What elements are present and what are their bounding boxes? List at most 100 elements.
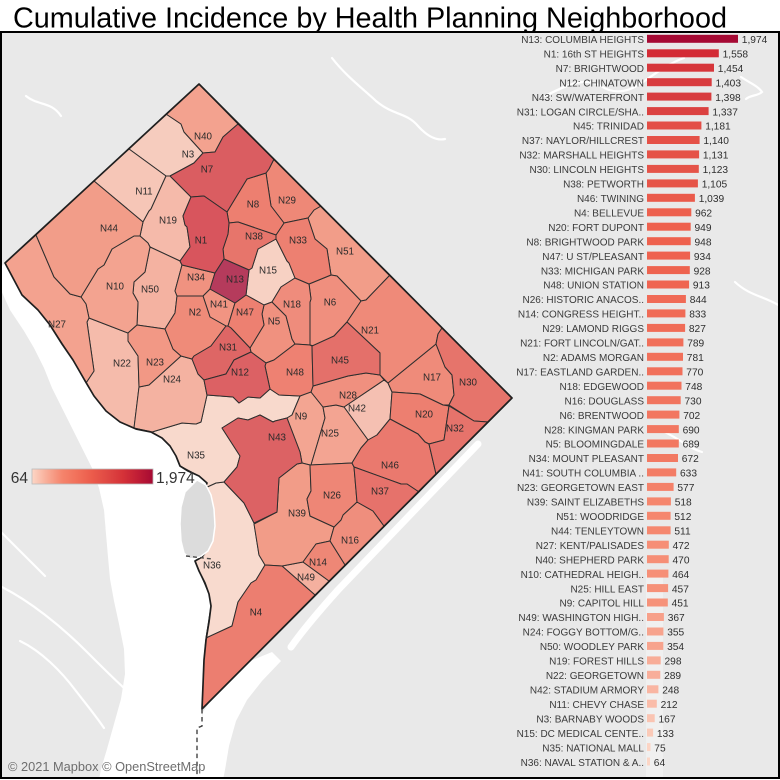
svg-text:949: 949 bbox=[695, 223, 712, 234]
svg-text:N36: NAVAL STATION & A..: N36: NAVAL STATION & A.. bbox=[521, 758, 644, 769]
svg-text:N17: EASTLAND GARDEN..: N17: EASTLAND GARDEN.. bbox=[516, 368, 644, 379]
svg-text:N42: N42 bbox=[348, 404, 366, 415]
svg-text:N27: KENT/PALISADES: N27: KENT/PALISADES bbox=[536, 541, 645, 552]
svg-text:N23: N23 bbox=[146, 358, 165, 369]
svg-text:827: 827 bbox=[689, 324, 706, 335]
svg-text:N25: HILL EAST: N25: HILL EAST bbox=[570, 584, 644, 595]
svg-text:N21: FORT LINCOLN/GAT..: N21: FORT LINCOLN/GAT.. bbox=[520, 339, 644, 350]
svg-text:N38: PETWORTH: N38: PETWORTH bbox=[563, 180, 644, 191]
svg-text:512: 512 bbox=[674, 512, 691, 523]
svg-text:133: 133 bbox=[657, 729, 674, 740]
svg-text:1,337: 1,337 bbox=[712, 107, 738, 118]
svg-text:1,974: 1,974 bbox=[742, 35, 768, 46]
svg-text:N39: SAINT ELIZABETHS: N39: SAINT ELIZABETHS bbox=[527, 498, 644, 509]
svg-text:1,403: 1,403 bbox=[716, 78, 742, 89]
svg-text:N26: N26 bbox=[323, 491, 342, 502]
svg-text:N45: N45 bbox=[331, 356, 350, 367]
svg-text:N44: N44 bbox=[100, 224, 119, 235]
svg-text:N28: KINGMAN PARK: N28: KINGMAN PARK bbox=[544, 425, 644, 436]
svg-text:N22: GEORGETOWN: N22: GEORGETOWN bbox=[546, 671, 644, 682]
svg-text:N32: MARSHALL HEIGHTS: N32: MARSHALL HEIGHTS bbox=[519, 151, 644, 162]
svg-text:689: 689 bbox=[683, 440, 700, 451]
svg-text:N31: N31 bbox=[219, 343, 237, 354]
svg-text:N27: N27 bbox=[48, 320, 66, 331]
svg-text:N11: N11 bbox=[135, 187, 152, 198]
svg-text:1,558: 1,558 bbox=[723, 50, 749, 61]
svg-text:N12: CHINATOWN: N12: CHINATOWN bbox=[559, 78, 644, 89]
svg-text:N22: N22 bbox=[113, 359, 131, 370]
svg-text:N7: BRIGHTWOOD: N7: BRIGHTWOOD bbox=[556, 64, 644, 75]
svg-text:N34: N34 bbox=[187, 273, 206, 284]
svg-text:N32: N32 bbox=[446, 424, 464, 435]
svg-text:511: 511 bbox=[674, 527, 691, 538]
svg-text:1,974: 1,974 bbox=[156, 470, 195, 487]
svg-text:N33: N33 bbox=[289, 236, 308, 247]
svg-text:789: 789 bbox=[687, 339, 704, 350]
svg-text:N24: FOGGY BOTTOM/G..: N24: FOGGY BOTTOM/G.. bbox=[523, 628, 644, 639]
svg-text:N1: 16th ST HEIGHTS: N1: 16th ST HEIGHTS bbox=[544, 50, 645, 61]
svg-text:N15: N15 bbox=[259, 266, 278, 277]
svg-text:N51: WOODRIDGE: N51: WOODRIDGE bbox=[556, 512, 644, 523]
svg-text:N40: SHEPHERD PARK: N40: SHEPHERD PARK bbox=[535, 555, 644, 566]
svg-text:934: 934 bbox=[694, 252, 711, 263]
svg-text:N13: COLUMBIA HEIGHTS: N13: COLUMBIA HEIGHTS bbox=[521, 35, 644, 46]
svg-text:289: 289 bbox=[664, 671, 681, 682]
svg-text:N18: EDGEWOOD: N18: EDGEWOOD bbox=[560, 382, 644, 393]
svg-text:633: 633 bbox=[680, 469, 697, 480]
svg-text:N3: BARNABY WOODS: N3: BARNABY WOODS bbox=[536, 714, 644, 725]
svg-text:N14: N14 bbox=[309, 558, 328, 569]
svg-text:N49: N49 bbox=[297, 573, 315, 584]
svg-text:N42: STADIUM ARMORY: N42: STADIUM ARMORY bbox=[530, 686, 644, 697]
svg-text:730: 730 bbox=[685, 396, 702, 407]
svg-text:770: 770 bbox=[686, 368, 703, 379]
svg-text:N10: N10 bbox=[106, 282, 125, 293]
svg-text:1,039: 1,039 bbox=[699, 194, 725, 205]
svg-text:355: 355 bbox=[667, 628, 684, 639]
svg-text:N9: CAPITOL HILL: N9: CAPITOL HILL bbox=[560, 599, 645, 610]
svg-text:N14: CONGRESS HEIGHT..: N14: CONGRESS HEIGHT.. bbox=[518, 310, 644, 321]
svg-text:N16: DOUGLASS: N16: DOUGLASS bbox=[565, 396, 645, 407]
svg-text:464: 464 bbox=[672, 570, 689, 581]
svg-text:N29: LAMOND RIGGS: N29: LAMOND RIGGS bbox=[542, 324, 644, 335]
svg-text:N11: CHEVY CHASE: N11: CHEVY CHASE bbox=[549, 700, 644, 711]
svg-text:N26: HISTORIC ANACOS..: N26: HISTORIC ANACOS.. bbox=[522, 295, 644, 306]
svg-text:367: 367 bbox=[668, 613, 685, 624]
svg-text:N23: GEORGETOWN EAST: N23: GEORGETOWN EAST bbox=[517, 483, 644, 494]
svg-text:690: 690 bbox=[683, 425, 700, 436]
svg-text:N8: N8 bbox=[247, 200, 260, 211]
svg-text:N18: N18 bbox=[283, 300, 302, 311]
svg-text:N20: N20 bbox=[415, 410, 434, 421]
svg-text:1,140: 1,140 bbox=[703, 136, 729, 147]
svg-text:N29: N29 bbox=[278, 196, 296, 207]
svg-text:451: 451 bbox=[672, 599, 689, 610]
svg-text:64: 64 bbox=[11, 470, 29, 487]
svg-text:298: 298 bbox=[665, 657, 682, 668]
svg-text:75: 75 bbox=[654, 743, 666, 754]
svg-text:N2: N2 bbox=[189, 308, 202, 319]
svg-text:N17: N17 bbox=[423, 373, 441, 384]
svg-text:518: 518 bbox=[675, 498, 692, 509]
svg-text:N10: CATHEDRAL HEIGH..: N10: CATHEDRAL HEIGH.. bbox=[521, 570, 644, 581]
svg-text:N16: N16 bbox=[341, 536, 360, 547]
svg-text:1,123: 1,123 bbox=[703, 165, 729, 176]
svg-text:N41: SOUTH COLUMBIA ..: N41: SOUTH COLUMBIA .. bbox=[522, 469, 644, 480]
svg-text:N33: MICHIGAN PARK: N33: MICHIGAN PARK bbox=[541, 266, 644, 277]
svg-text:962: 962 bbox=[695, 209, 712, 220]
svg-text:1,181: 1,181 bbox=[705, 122, 731, 133]
svg-text:457: 457 bbox=[672, 584, 689, 595]
svg-text:N4: N4 bbox=[250, 608, 263, 619]
svg-text:248: 248 bbox=[662, 686, 679, 697]
svg-text:472: 472 bbox=[673, 541, 690, 552]
svg-text:N37: N37 bbox=[371, 487, 389, 498]
svg-text:928: 928 bbox=[694, 266, 711, 277]
svg-text:N47: U ST/PLEASANT: N47: U ST/PLEASANT bbox=[542, 252, 644, 263]
svg-text:N49: WASHINGTON HIGH..: N49: WASHINGTON HIGH.. bbox=[518, 613, 644, 624]
svg-text:N20: FORT DUPONT: N20: FORT DUPONT bbox=[548, 223, 644, 234]
svg-text:N28: N28 bbox=[339, 391, 358, 402]
svg-text:167: 167 bbox=[659, 714, 676, 725]
svg-text:1,105: 1,105 bbox=[702, 180, 728, 191]
svg-text:N43: N43 bbox=[268, 433, 287, 444]
svg-text:N30: N30 bbox=[459, 378, 478, 389]
svg-text:N21: N21 bbox=[361, 326, 379, 337]
svg-text:1,131: 1,131 bbox=[703, 151, 729, 162]
